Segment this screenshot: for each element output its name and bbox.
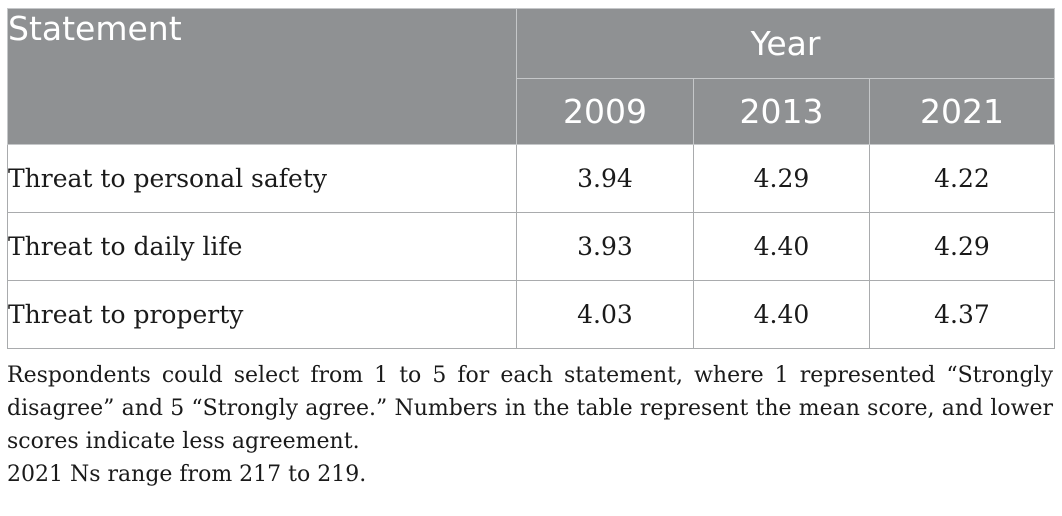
cell-value: 4.37 [869,280,1055,349]
sample-size-footnote: 2021 Ns range from 217 to 219. [7,462,367,487]
cell-value: 3.93 [516,212,694,281]
cell-value: 4.22 [869,144,1055,213]
header-year-2013: 2013 [693,78,870,145]
row-label: Threat to daily life [7,212,517,281]
cell-value: 4.29 [693,144,870,213]
cell-value: 4.03 [516,280,694,349]
cell-value: 3.94 [516,144,694,213]
table-header: Statement Year 2009 2013 2021 [7,8,1055,145]
results-table: Statement Year 2009 2013 2021 Threat to … [7,8,1055,349]
header-year-2009: 2009 [516,78,694,145]
table-row: Threat to property 4.03 4.40 4.37 [7,280,1055,349]
header-year-group: Year [516,8,1055,79]
cell-value: 4.40 [693,280,870,349]
cell-value: 4.40 [693,212,870,281]
row-label: Threat to personal safety [7,144,517,213]
header-row-top: Statement Year [7,8,1055,145]
row-label: Threat to property [7,280,517,349]
header-year-2021: 2021 [869,78,1055,145]
table-footnotes: Respondents could select from 1 to 5 for… [7,359,1053,491]
cell-value: 4.29 [869,212,1055,281]
scale-footnote: Respondents could select from 1 to 5 for… [7,363,1053,454]
table-row: Threat to personal safety 3.94 4.29 4.22 [7,144,1055,213]
header-statement: Statement [7,8,517,145]
table-row: Threat to daily life 3.93 4.40 4.29 [7,212,1055,281]
table-body: Threat to personal safety 3.94 4.29 4.22… [7,144,1055,349]
header-row-years: 2009 2013 2021 [8,78,1055,145]
